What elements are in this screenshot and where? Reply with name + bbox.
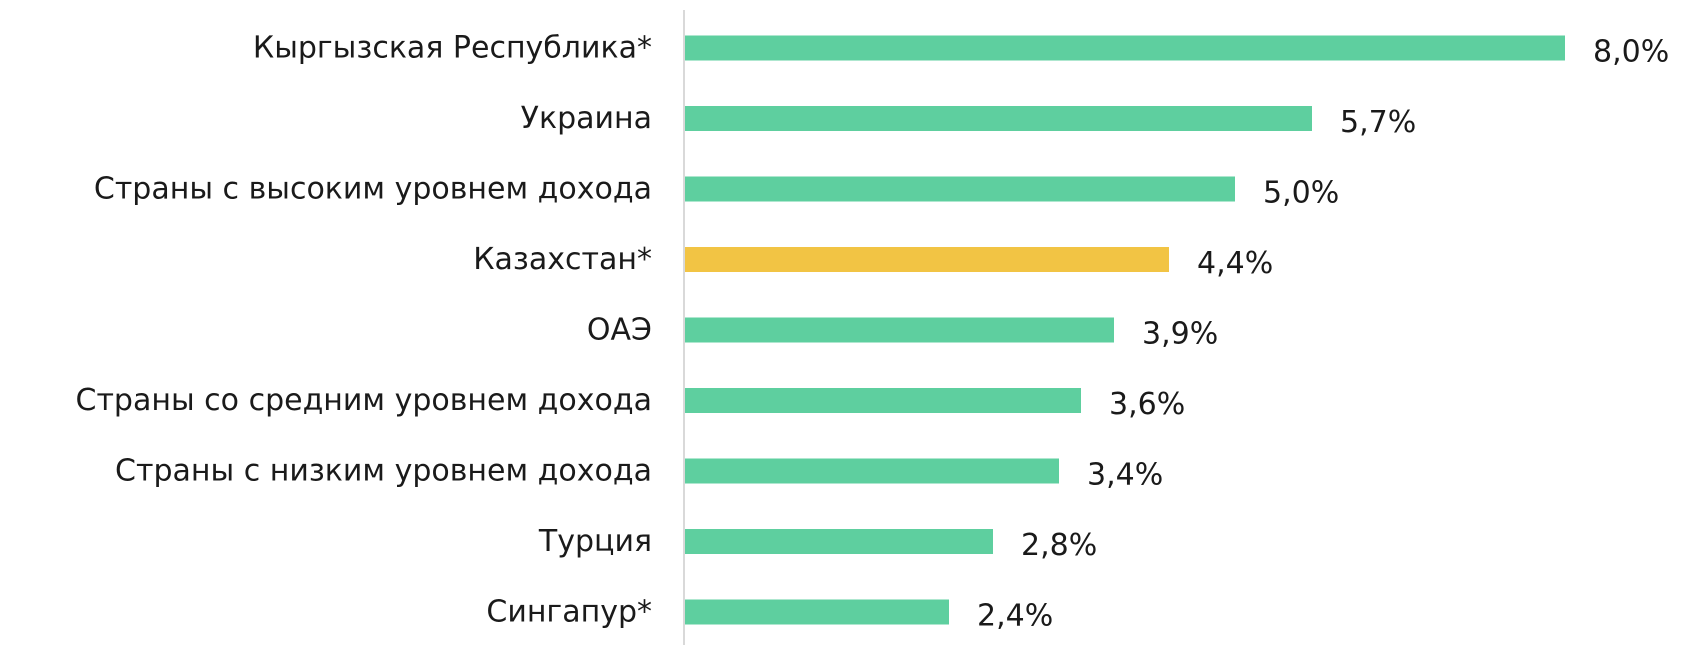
value-label: 3,6% [1109,387,1185,422]
bar [685,317,1114,343]
category-label: Турция [538,524,652,559]
value-label: 3,4% [1087,458,1163,493]
bar [685,176,1235,202]
bar [685,106,1312,131]
value-label: 2,8% [1021,528,1097,563]
value-label: 2,4% [977,599,1053,634]
value-label: 4,4% [1197,246,1273,281]
value-label: 8,0% [1593,35,1669,70]
category-label: Страны со средним уровнем дохода [76,383,653,418]
bar [685,35,1565,61]
value-label: 3,9% [1142,317,1218,352]
category-label: Казахстан* [473,242,652,277]
value-label: 5,7% [1340,105,1416,140]
category-label: Сингапур* [486,595,652,630]
category-label: Кыргызская Республика* [253,31,652,66]
category-label: Страны с низким уровнем дохода [115,454,652,489]
bar-highlight [685,247,1169,272]
bar [685,388,1081,413]
bar [685,458,1059,484]
category-label: Страны с высоким уровнем дохода [94,172,652,207]
value-label: 5,0% [1263,176,1339,211]
bar [685,529,993,554]
bar [685,599,949,625]
category-label: Украина [521,101,652,136]
category-label: ОАЭ [587,313,652,348]
bars-group: Кыргызская Республика* 8,0% Украина 5,7% Стр… [76,31,1670,634]
